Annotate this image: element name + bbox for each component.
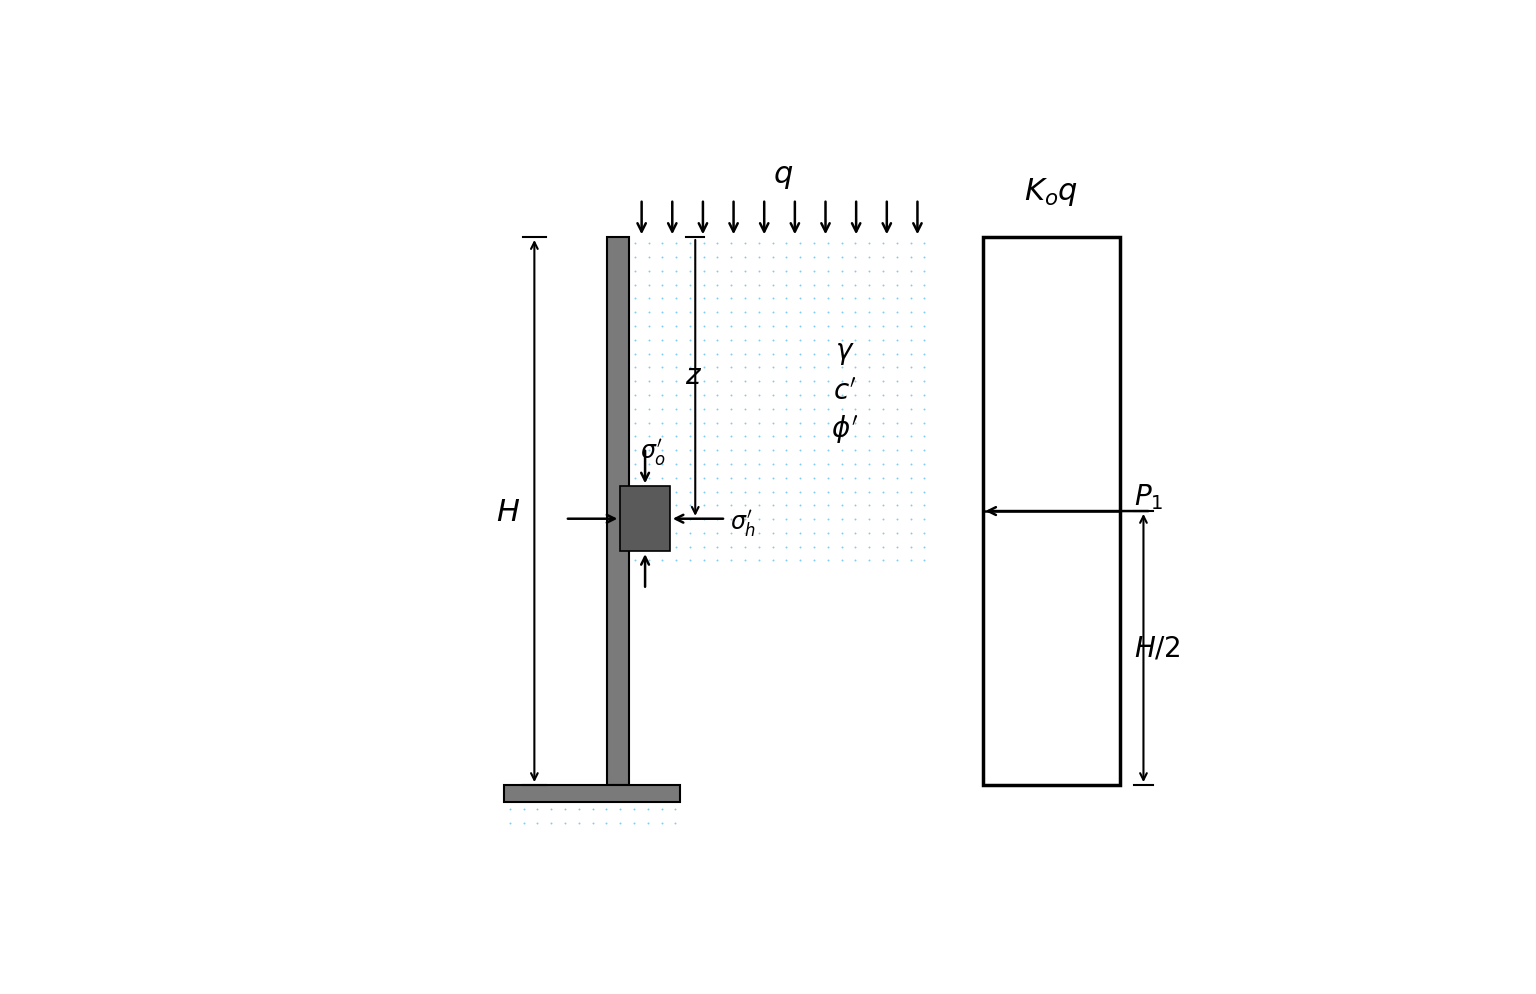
Text: $q$: $q$ [773,162,794,191]
Text: $K_o q$: $K_o q$ [1025,176,1078,208]
Text: $c'$: $c'$ [833,377,857,405]
Bar [983,238,1120,785]
Text: $\gamma$: $\gamma$ [836,339,854,367]
Text: $P_1$: $P_1$ [1134,482,1164,512]
Text: $H$: $H$ [496,497,519,527]
Text: $\sigma_o'$: $\sigma_o'$ [641,437,667,467]
Text: $z$: $z$ [685,362,702,390]
Bar [621,487,670,552]
Text: $\phi'$: $\phi'$ [831,414,859,445]
Bar [607,238,628,785]
Bar [504,785,680,802]
Text: $\sigma_h'$: $\sigma_h'$ [730,507,756,538]
Text: $H/2$: $H/2$ [1134,633,1180,661]
Bar [628,238,925,567]
